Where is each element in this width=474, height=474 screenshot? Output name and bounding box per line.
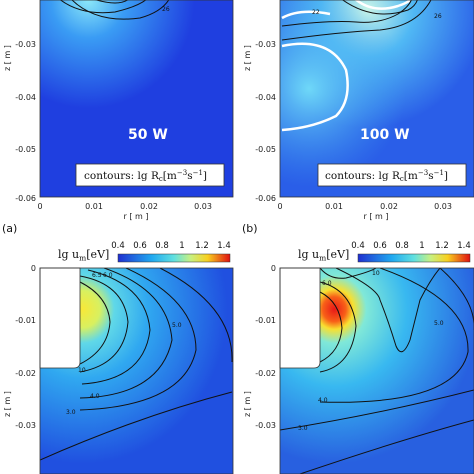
y-axis-label-top-left: z [ m ] [3, 45, 12, 71]
top-right-x-axis: 0 0.01 0.02 0.03 r [ m ] [277, 202, 451, 221]
colorbar-tick: 1 [179, 241, 184, 251]
top-right-panel: 22 26 100 W contours: lg Rc[m−3s−1] [279, 0, 474, 198]
contours-bottom-right: 10 6.0 5.0 4.0 3.0 [280, 268, 474, 474]
xtick: 0 [277, 202, 282, 211]
contour-label: 6.5 [92, 272, 102, 279]
x-axis-label-top-left: r [ m ] [124, 212, 149, 221]
top-right-y-axis: -0.03 -0.04 -0.05 -0.06 z [ m ] [243, 40, 276, 203]
contours-bottom-left: 6.5 6.0 10 5.0 4.0 3.0 [40, 268, 233, 461]
contour-label-top-right: 22 [312, 9, 320, 16]
colorbar-tick: 1.2 [435, 241, 449, 251]
xtick: 0.01 [325, 202, 343, 211]
ytick: 0 [271, 264, 276, 273]
y-axis-label-bottom-right: z [ m ] [243, 391, 252, 417]
power-label-top-right: 100 W [360, 127, 410, 143]
legend-box-top-right: contours: lg Rc[m−3s−1] [317, 163, 467, 187]
ytick: -0.06 [15, 194, 36, 203]
ytick: -0.01 [255, 316, 276, 325]
y-axis-label-top-right: z [ m ] [243, 45, 252, 71]
ytick: -0.01 [15, 316, 36, 325]
bottom-right-y-axis: 0 -0.01 -0.02 -0.03 z [ m ] [243, 264, 276, 430]
contour-label: 10 [78, 367, 86, 374]
colorbar-tick: 1.4 [217, 241, 231, 251]
contours-top-right: 22 26 [281, 0, 442, 132]
electrode-insert-right [279, 267, 321, 369]
colorbar-left: lg um[eV] 0.4 0.6 0.8 1 1.2 1.4 [58, 241, 231, 263]
ytick: 0 [31, 264, 36, 273]
electrode-insert-left [39, 267, 81, 369]
power-label-top-left: 50 W [128, 127, 168, 143]
svg-text:contours: lg Rc[m−3s−1]: contours: lg Rc[m−3s−1] [84, 169, 207, 183]
svg-text:contours: lg Rc[m−3s−1]: contours: lg Rc[m−3s−1] [325, 169, 448, 183]
contour-label: 4.0 [318, 397, 328, 404]
xtick: 0.01 [85, 202, 103, 211]
xtick: 0.02 [380, 202, 398, 211]
panel-letter-a: (a) [2, 222, 17, 235]
contour-label: 6.0 [322, 280, 332, 287]
xtick: 0 [37, 202, 42, 211]
bottom-left-y-axis: 0 -0.01 -0.02 -0.03 z [ m ] [3, 264, 36, 430]
ytick: -0.04 [255, 93, 276, 102]
colorbar-tick: 0.6 [133, 241, 147, 251]
contour-label: 5.0 [434, 320, 444, 327]
ytick: -0.03 [15, 421, 36, 430]
colorbar-tick: 0.4 [111, 241, 125, 251]
legend-box-top-left: contours: lg Rc[m−3s−1] [75, 163, 225, 187]
colorbar-tick: 0.4 [351, 241, 365, 251]
xtick: 0.02 [140, 202, 158, 211]
contour-label: 4.0 [90, 393, 100, 400]
svg-text:lg um[eV]: lg um[eV] [58, 248, 109, 263]
xtick: 0.03 [194, 202, 212, 211]
contour-label-top-left: 26 [162, 6, 170, 13]
top-left-panel: 26 50 W contours: lg Rc[m−3s−1] [39, 0, 234, 198]
ytick: -0.05 [15, 145, 36, 154]
colorbar-tick: 1.4 [457, 241, 471, 251]
ytick: -0.03 [255, 421, 276, 430]
ytick: -0.02 [255, 369, 276, 378]
panel-letter-b: (b) [242, 222, 258, 235]
colorbar-right: lg um[eV] 0.4 0.6 0.8 1 1.2 1.4 [298, 241, 471, 263]
top-left-x-axis: 0 0.01 0.02 0.03 r [ m ] [37, 202, 211, 221]
colorbar-tick: 0.6 [373, 241, 387, 251]
ytick: -0.04 [15, 93, 36, 102]
contour-label: 6.0 [103, 272, 113, 279]
contour-label: 5.0 [172, 322, 182, 329]
colorbar-tick: 1.2 [195, 241, 209, 251]
y-axis-label-bottom-left: z [ m ] [3, 391, 12, 417]
colorbar-tick: 0.8 [155, 241, 169, 251]
contour-label: 10 [372, 270, 380, 277]
bottom-left-panel: 6.5 6.0 10 5.0 4.0 3.0 [39, 267, 234, 474]
contours-top-left: 26 [59, 0, 170, 20]
ytick: -0.02 [15, 369, 36, 378]
ytick: -0.06 [255, 194, 276, 203]
contour-label-top-right: 26 [434, 13, 442, 20]
xtick: 0.03 [434, 202, 452, 211]
top-left-y-axis: -0.03 -0.04 -0.05 -0.06 z [ m ] [3, 40, 36, 203]
colorbar-tick: 1 [419, 241, 424, 251]
ytick: -0.03 [255, 40, 276, 49]
ytick: -0.03 [15, 40, 36, 49]
colorbar-tick: 0.8 [395, 241, 409, 251]
bottom-right-panel: 10 6.0 5.0 4.0 3.0 [279, 267, 474, 474]
svg-text:lg um[eV]: lg um[eV] [298, 248, 349, 263]
ytick: -0.05 [255, 145, 276, 154]
x-axis-label-top-right: r [ m ] [364, 212, 389, 221]
contour-label: 3.0 [298, 425, 308, 432]
contour-label: 3.0 [66, 409, 76, 416]
